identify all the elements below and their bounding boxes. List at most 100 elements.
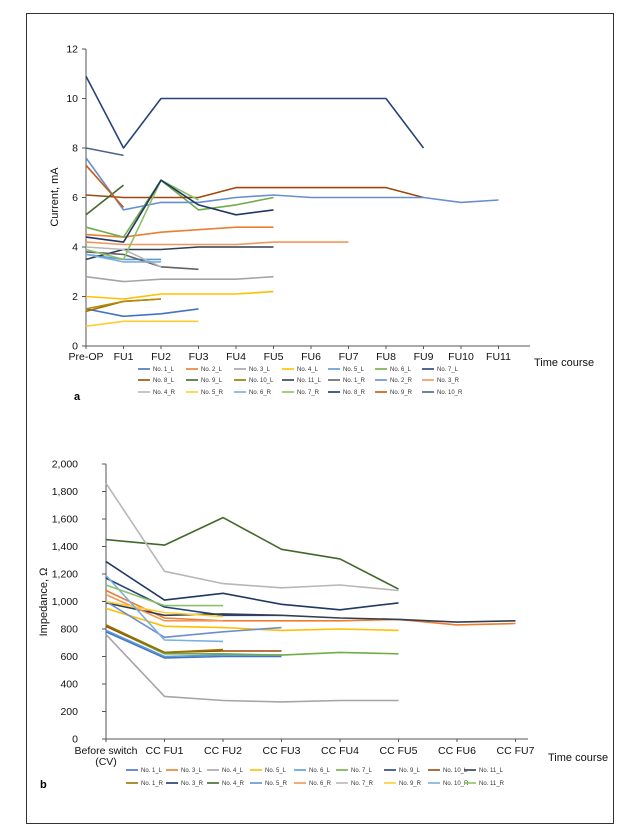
legend-label: No. 7_L [437, 367, 459, 373]
legend-label: No. 10_L [249, 378, 274, 384]
series-line-no-6-r [85, 253, 161, 263]
legend-label: No. 1_L [153, 367, 175, 373]
legend-label: No. 5_L [343, 367, 365, 373]
series-line-no-1-r [85, 251, 199, 271]
legend-label: No. 9_R [390, 390, 413, 396]
y-tick-label: 1,800 [52, 486, 78, 498]
chart-panel-a: 0 2 4 6 8 10 12 Pre-OP FU1 FU2 FU3 FU4 FU5 FU6 FU7 FU8 F… [49, 44, 594, 404]
x-tick-label: FU10 [448, 351, 474, 363]
y-tick-label: 0 [72, 734, 78, 746]
legend-label: No. 5_R [265, 781, 288, 787]
legend-label: No. 1_L [141, 768, 163, 774]
legend-label: No. 5_L [265, 768, 287, 774]
y-tick-label: 600 [60, 651, 78, 663]
y-tick-label: 800 [60, 624, 78, 636]
x-tick-label: CC FU5 [380, 745, 418, 757]
x-tick-label-line: Before switch [74, 745, 137, 757]
legend-label: No. 6_R [309, 781, 332, 787]
series-line-no-10-r [85, 147, 124, 157]
x-tick-label: CC FU4 [321, 745, 359, 757]
x-tick-label: CC FU7 [497, 745, 535, 757]
legend-label: No. 3_L [181, 768, 203, 774]
series-line-no-5-r [105, 600, 282, 639]
x-axis-title: Time course [548, 752, 608, 764]
y-axis-title: Impedance, Ω [38, 568, 50, 637]
x-tick-label: CC FU1 [146, 745, 184, 757]
y-tick-label: 200 [60, 706, 78, 718]
y-tick-label: 1,200 [52, 569, 78, 581]
series-line-no-2-l [85, 226, 274, 238]
y-axis-title: Current, mA [49, 167, 61, 227]
series-line-no-11-r [85, 298, 162, 310]
y-tick-label: 10 [66, 93, 78, 105]
series-line-no-4-r [105, 516, 399, 590]
legend-label: No. 4_R [153, 390, 176, 396]
series-line-no-6-l [85, 179, 274, 238]
x-tick-label: FU3 [189, 351, 209, 363]
series-line-no-4-l [105, 633, 399, 703]
series-line-no-7-l [85, 75, 425, 149]
series-line-no-8-r [85, 179, 274, 243]
legend-label: No. 8_L [153, 378, 175, 384]
y-tick-label: 12 [66, 44, 78, 56]
x-tick-label: FU9 [414, 351, 434, 363]
panel-label: a [74, 391, 81, 403]
series-line-no-1-l [85, 308, 199, 318]
y-tick-label: 4 [72, 242, 78, 254]
chart-panel-b: 0 200 400 600 800 1,000 1,200 1,400 1,600 1,800 2,… [38, 459, 608, 792]
series-line-no-7-r [105, 482, 399, 592]
legend-label: No. 9_L [201, 378, 223, 384]
x-tick-label: FU6 [301, 351, 321, 363]
series-line-no-1-r [105, 624, 224, 654]
y-tick-label: 2,000 [52, 459, 78, 471]
legend-label: No. 10_R [443, 781, 469, 787]
legend-label: No. 1_R [141, 781, 164, 787]
series-line-no-1-l [105, 631, 282, 659]
y-tick-label: 6 [72, 192, 78, 204]
series-line-no-3-r [85, 241, 349, 246]
legend-label: No. 6_L [390, 367, 412, 373]
series-line-no-4-r [85, 246, 162, 268]
legend-label: No. 10_R [437, 390, 463, 396]
series-line-no-3-l [85, 275, 274, 283]
legend-label: No. 8_R [343, 390, 366, 396]
series-line-no-10-r [105, 574, 224, 643]
legend-label: No. 7_L [351, 768, 373, 774]
legend-label: No. 3_L [249, 367, 271, 373]
series-line-no-9-l [85, 184, 124, 216]
legend-label: No. 3_R [437, 378, 460, 384]
x-tick-label: FU5 [264, 351, 284, 363]
y-tick-label: 1,600 [52, 514, 78, 526]
x-tick-label: CC FU3 [263, 745, 301, 757]
legend-label: No. 11_L [297, 378, 322, 384]
panel-label: b [40, 779, 47, 791]
legend-label: No. 10_L [443, 768, 468, 774]
y-tick-label: 8 [72, 143, 78, 155]
series-line-no-9-r [105, 600, 224, 618]
x-tick-label: FU1 [114, 351, 134, 363]
legend-label: No. 4_L [297, 367, 319, 373]
legend-label: No. 1_R [343, 378, 366, 384]
series-line-no-4-l [85, 290, 274, 300]
series-line-no-2-r [85, 157, 499, 211]
series-line-no-7-l [105, 625, 399, 656]
series-line-no-3-l [105, 589, 516, 626]
y-tick-label: 1,400 [52, 541, 78, 553]
legend-label: No. 11_L [479, 768, 504, 774]
y-tick-label: 1,000 [52, 596, 78, 608]
legend-label: No. 6_R [249, 390, 272, 396]
x-tick-label: Before switch (CV) [74, 745, 137, 768]
x-tick-label: CC FU6 [438, 745, 476, 757]
x-tick-label: FU8 [376, 351, 396, 363]
x-tick-label: FU7 [339, 351, 359, 363]
y-tick-label: 0 [72, 341, 78, 353]
x-tick-label-line: (CV) [95, 756, 117, 768]
series-line-no-5-r [85, 320, 199, 327]
legend-label: No. 4_L [222, 768, 244, 774]
legend-label: No. 2_R [390, 378, 413, 384]
legend-label: No. 11_R [479, 781, 505, 787]
legend-label: No. 3_R [181, 781, 204, 787]
legend-label: No. 5_R [201, 390, 224, 396]
series-line-no-6-r [105, 593, 223, 622]
